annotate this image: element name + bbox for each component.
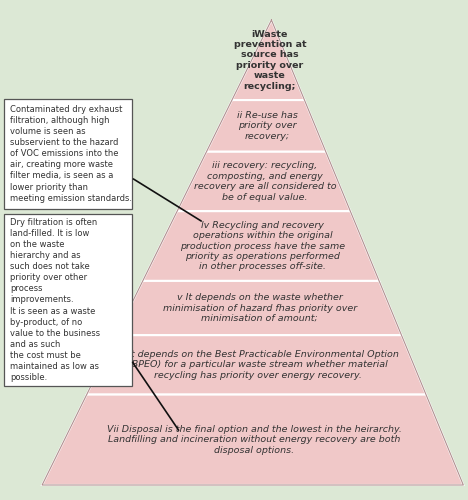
Text: Dry filtration is often
land-filled. It is low
on the waste
hierarchy and as
suc: Dry filtration is often land-filled. It … xyxy=(10,218,101,382)
Text: Vii Disposal is the final option and the lowest in the heirarchy.
Landfilling an: Vii Disposal is the final option and the… xyxy=(107,425,402,454)
FancyBboxPatch shape xyxy=(4,99,132,208)
Polygon shape xyxy=(116,281,402,335)
Text: v It depends on the waste whether
minimisation of hazard fhas priority over
mini: v It depends on the waste whether minimi… xyxy=(163,293,357,323)
Text: vi it depends on the Best Practicable Environmental Option
(BPEO) for a particul: vi it depends on the Best Practicable En… xyxy=(117,350,398,380)
Text: Contaminated dry exhaust
filtration, although high
volume is seen as
subservient: Contaminated dry exhaust filtration, alt… xyxy=(10,105,132,202)
Polygon shape xyxy=(87,335,426,394)
Text: iWaste
prevention at
source has
priority over
waste
recycling;: iWaste prevention at source has priority… xyxy=(234,30,306,90)
Polygon shape xyxy=(232,20,305,100)
Polygon shape xyxy=(206,100,326,152)
Text: iii recovery: recycling,
composting, and energy
recovery are all considered to
b: iii recovery: recycling, composting, and… xyxy=(194,162,336,202)
Polygon shape xyxy=(42,394,463,485)
FancyBboxPatch shape xyxy=(4,214,132,386)
Text: lv Recycling and recovery
operations within the original
production process have: lv Recycling and recovery operations wit… xyxy=(180,220,345,272)
Text: ii Re-use has
priority over
recovery;: ii Re-use has priority over recovery; xyxy=(237,111,298,141)
Polygon shape xyxy=(177,152,351,211)
Polygon shape xyxy=(143,211,379,281)
